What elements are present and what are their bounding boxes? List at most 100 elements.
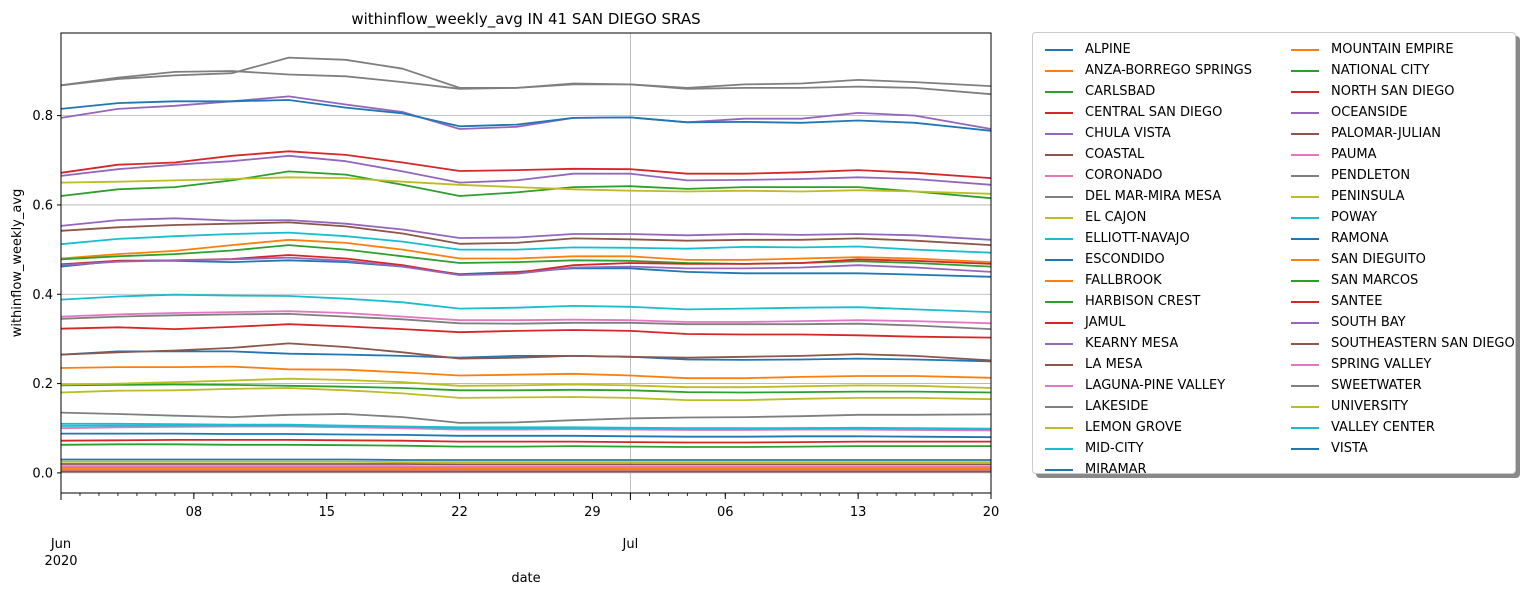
legend-entry: SOUTHEASTERN SAN DIEGO: [1291, 333, 1515, 354]
legend-entry: PENDLETON: [1291, 165, 1515, 186]
legend-entry: NATIONAL CITY: [1291, 60, 1515, 81]
series-line-mid-city: [60, 293, 992, 313]
legend-label: SPRING VALLEY: [1331, 357, 1432, 372]
legend-swatch: [1291, 384, 1319, 387]
legend-swatch: [1291, 237, 1319, 240]
legend-label: UNIVERSITY: [1331, 399, 1409, 414]
legend-swatch: [1045, 237, 1073, 240]
legend-label: MOUNTAIN EMPIRE: [1331, 42, 1454, 57]
legend-entry: RAMONA: [1291, 228, 1515, 249]
series-line-miramar: [60, 99, 992, 132]
series-line-lemon-grove: [60, 377, 992, 389]
legend-label: JAMUL: [1085, 315, 1126, 330]
series-line-anza-borrego-springs: [60, 365, 992, 380]
x-tick-label: 20: [983, 505, 1000, 520]
legend-entry: VISTA: [1291, 438, 1515, 459]
legend-entry: NORTH SAN DIEGO: [1291, 81, 1515, 102]
legend-label: LEMON GROVE: [1085, 420, 1182, 435]
legend-swatch: [1291, 363, 1319, 366]
legend-swatch: [1291, 279, 1319, 282]
legend-label: SANTEE: [1331, 294, 1383, 309]
y-tick-label: 0.6: [32, 198, 53, 213]
legend-entry: ANZA-BORREGO SPRINGS: [1045, 60, 1252, 81]
legend-entry: POWAY: [1291, 207, 1515, 228]
y-axis-label: withinflow_weekly_avg: [10, 189, 25, 338]
x-axis-label: date: [511, 571, 540, 586]
legend-entry: ALPINE: [1045, 39, 1252, 60]
legend-entry: COASTAL: [1045, 144, 1252, 165]
x-tick-label: 15: [318, 505, 335, 520]
legend-label: COASTAL: [1085, 147, 1145, 162]
legend-entry: CHULA VISTA: [1045, 123, 1252, 144]
series-line-central-san-diego: [60, 323, 992, 339]
legend-entry: LAGUNA-PINE VALLEY: [1045, 375, 1252, 396]
series-line-university: [61, 460, 991, 464]
legend-entry: LEMON GROVE: [1045, 417, 1252, 438]
series-line-alpine: [60, 259, 992, 278]
plot-area-frame: [60, 32, 992, 494]
y-tick-label: 0.4: [32, 288, 53, 303]
legend-swatch: [1291, 447, 1319, 450]
series-line-mountain-empire: [61, 466, 991, 469]
legend-entry: CENTRAL SAN DIEGO: [1045, 102, 1252, 123]
series-line-oceanside: [60, 154, 992, 186]
legend-label: CARLSBAD: [1085, 84, 1156, 99]
series-lines: [60, 56, 992, 473]
legend-entry: KEARNY MESA: [1045, 333, 1252, 354]
legend-column-left: ALPINE ANZA-BORREGO SPRINGS CARLSBAD CENTRA…: [1045, 39, 1252, 480]
legend-entry: FALLBROOK: [1045, 270, 1252, 291]
x-month-label: Jun: [50, 537, 71, 552]
series-line-fallbrook: [60, 238, 992, 263]
legend-swatch: [1291, 90, 1319, 93]
legend-entry: OCEANSIDE: [1291, 102, 1515, 123]
legend-entry: ESCONDIDO: [1045, 249, 1252, 270]
legend-swatch: [1291, 195, 1319, 198]
legend-swatch: [1045, 48, 1073, 51]
series-line-lakeside: [60, 411, 992, 424]
legend-label: CORONADO: [1085, 168, 1163, 183]
legend-label: LAGUNA-PINE VALLEY: [1085, 378, 1226, 393]
legend-swatch: [1045, 468, 1073, 471]
legend-label: RAMONA: [1331, 231, 1389, 246]
legend-entry: PAUMA: [1291, 144, 1515, 165]
series-line-escondido: [60, 350, 992, 363]
legend-swatch: [1045, 174, 1073, 177]
legend-column-right: MOUNTAIN EMPIRE NATIONAL CITY NORTH SAN DI…: [1291, 39, 1515, 459]
legend-swatch: [1291, 216, 1319, 219]
y-tick-label: 0.0: [32, 466, 53, 481]
legend-label: PAUMA: [1331, 147, 1377, 162]
series-line-valley-center: [60, 424, 992, 430]
legend-label: SWEETWATER: [1331, 378, 1422, 393]
legend-entry: UNIVERSITY: [1291, 396, 1515, 417]
legend-label: PENDLETON: [1331, 168, 1411, 183]
legend-entry: MID-CITY: [1045, 438, 1252, 459]
legend-swatch: [1291, 300, 1319, 303]
legend-label: VALLEY CENTER: [1331, 420, 1435, 435]
legend-label: HARBISON CREST: [1085, 294, 1201, 309]
x-tick-label: 29: [584, 505, 601, 520]
legend-label: MIRAMAR: [1085, 462, 1147, 477]
legend-label: PALOMAR-JULIAN: [1331, 126, 1441, 141]
legend-label: VISTA: [1331, 441, 1368, 456]
legend-entry: JAMUL: [1045, 312, 1252, 333]
legend-label: DEL MAR-MIRA MESA: [1085, 189, 1222, 204]
legend-swatch: [1045, 153, 1073, 156]
chart-title: withinflow_weekly_avg IN 41 SAN DIEGO SR…: [351, 10, 700, 29]
legend-entry: MIRAMAR: [1045, 459, 1252, 480]
series-line-pauma: [61, 465, 991, 468]
series-line-southeastern-san-diego: [60, 342, 992, 362]
legend-label: SOUTH BAY: [1331, 315, 1406, 330]
legend-label: MID-CITY: [1085, 441, 1144, 456]
series-line-jamul: [60, 438, 991, 444]
legend-swatch: [1045, 216, 1073, 219]
series-line-kearny-mesa: [60, 217, 992, 241]
legend-swatch: [1045, 405, 1073, 408]
legend-swatch: [1291, 174, 1319, 177]
legend-label: ESCONDIDO: [1085, 252, 1165, 267]
legend-swatch: [1291, 426, 1319, 429]
x-tick-label: 06: [717, 505, 734, 520]
legend-swatch: [1045, 195, 1073, 198]
legend-swatch: [1045, 384, 1073, 387]
legend-label: SAN DIEGUITO: [1331, 252, 1426, 267]
series-line-north-san-diego: [60, 150, 992, 179]
